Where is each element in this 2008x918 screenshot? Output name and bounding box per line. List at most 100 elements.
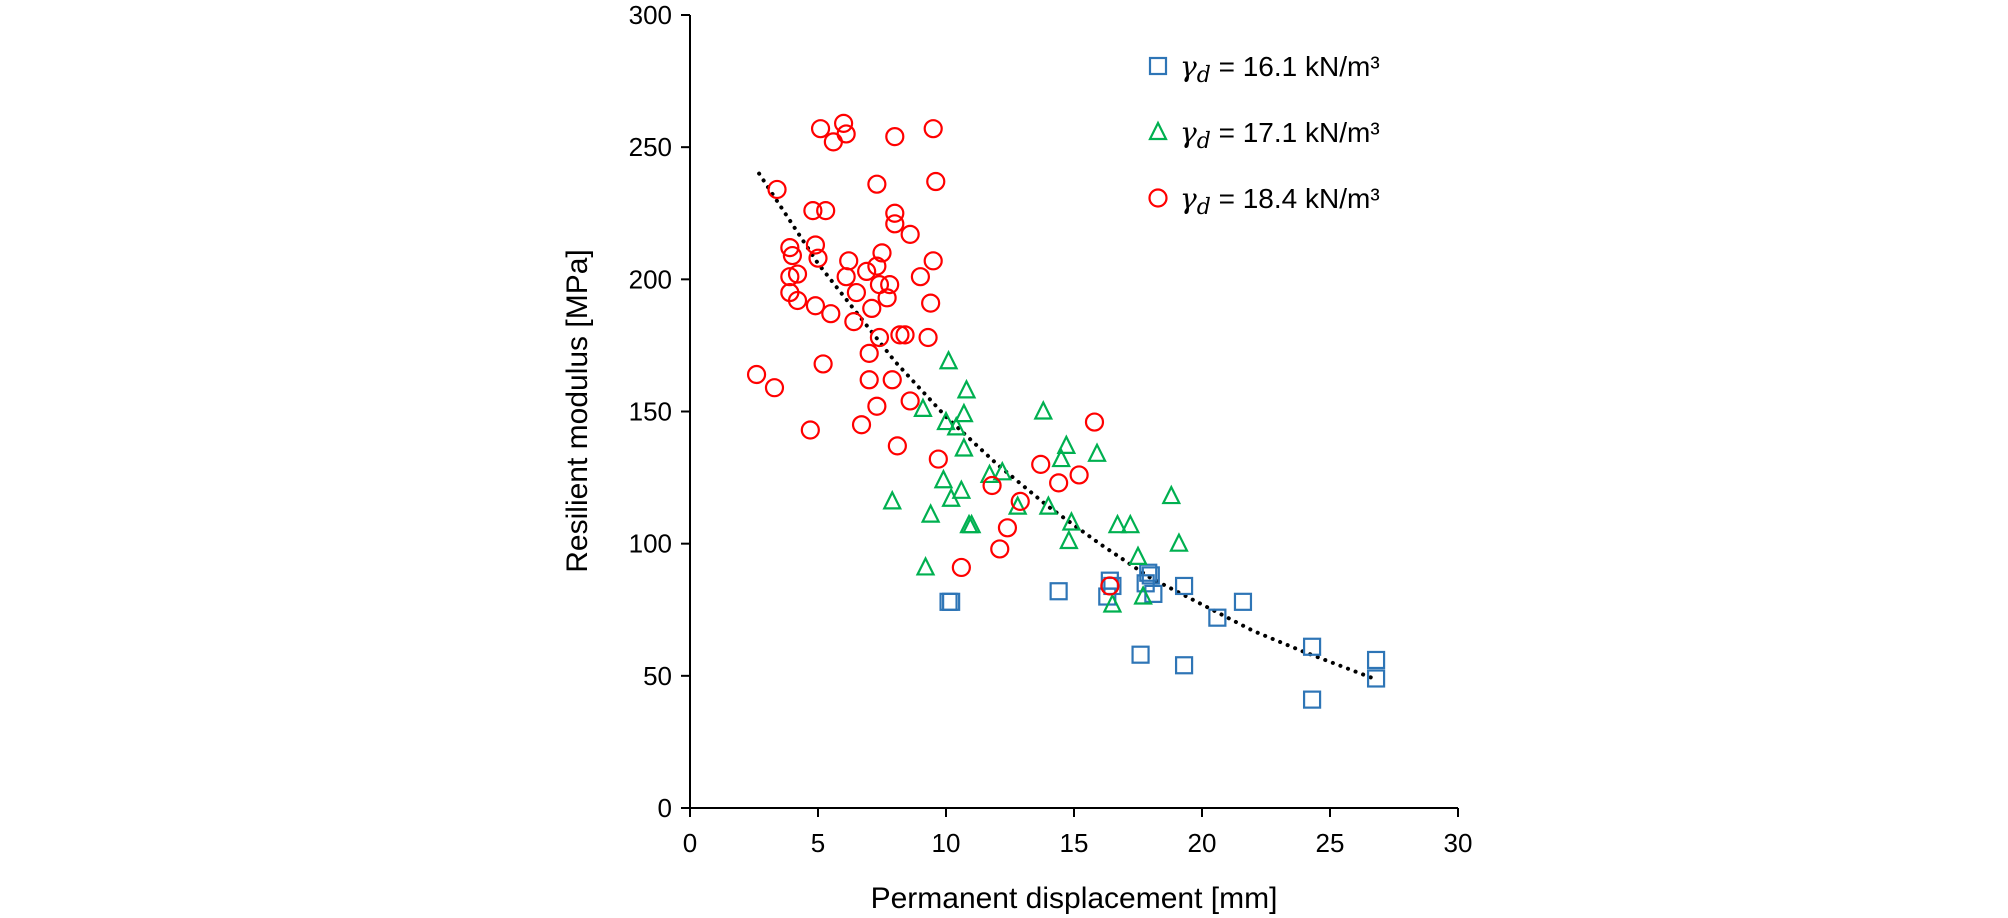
x-tick-label: 30 (1444, 828, 1473, 858)
circle-data-point (805, 235, 826, 255)
x-tick-label: 10 (932, 828, 961, 858)
square-data-point (1366, 669, 1386, 688)
y-tick-label: 300 (629, 0, 672, 30)
circle-data-point (833, 113, 854, 133)
circle-data-point (885, 126, 905, 147)
circle-data-point (928, 449, 948, 469)
circle-data-point (867, 174, 887, 194)
square-data-point (942, 592, 961, 611)
circle-data-point (859, 343, 879, 363)
circle-data-point (872, 243, 892, 263)
y-tick-label: 100 (629, 529, 672, 559)
circle-data-point (823, 132, 843, 152)
circle-data-point (836, 267, 856, 287)
triangle-data-point (913, 397, 933, 417)
circle-data-point (859, 370, 879, 390)
circle-data-point (895, 325, 915, 345)
circle-data-point (787, 290, 808, 311)
circle-data-point (900, 224, 920, 244)
triangle-data-point (1038, 495, 1059, 515)
circle-data-point (836, 124, 856, 144)
y-tick-label: 150 (629, 397, 672, 427)
square-data-point (1233, 592, 1253, 611)
circle-data-point (821, 304, 841, 324)
circle-data-point (803, 201, 823, 221)
circle-data-point (887, 436, 907, 456)
triangle-data-point (933, 468, 954, 489)
triangle-data-point (1133, 585, 1153, 605)
triangle-data-point (951, 479, 972, 499)
square-data-point (1141, 566, 1160, 585)
square-data-point (1174, 656, 1194, 675)
circle-data-point (918, 327, 938, 348)
circle-data-point (805, 296, 826, 316)
triangle-data-point (915, 555, 936, 576)
triangle-data-point (1107, 513, 1128, 534)
trendline (757, 171, 1376, 681)
triangle-data-point (1087, 442, 1107, 462)
y-tick-label: 0 (658, 793, 672, 823)
circle-data-point (877, 288, 897, 308)
square-data-point (1174, 576, 1194, 596)
circle-data-point (844, 312, 864, 332)
circle-data-point (846, 282, 867, 303)
circle-data-point (862, 298, 882, 319)
circle-data-point (885, 214, 905, 234)
data-points-layer (746, 113, 1386, 709)
y-tick-label: 200 (629, 264, 672, 294)
legend-subscript: d (1197, 129, 1211, 154)
y-tick-label: 250 (629, 132, 672, 162)
x-tick-label: 0 (683, 828, 697, 858)
trendline-layer (757, 171, 1376, 681)
square-data-point (1139, 563, 1158, 582)
triangle-data-point (938, 349, 959, 370)
x-tick-label: 5 (811, 828, 825, 858)
square-data-point (1302, 690, 1322, 709)
square-data-point (1366, 650, 1386, 670)
y-axis-title: Resilient modulus [MPa] (561, 249, 594, 572)
x-tick-label: 15 (1060, 828, 1089, 858)
triangle-data-point (954, 402, 974, 423)
triangle-data-point (1051, 447, 1071, 468)
legend-square-icon (1148, 56, 1168, 76)
circle-data-point (857, 261, 877, 282)
triangle-data-point (1033, 400, 1054, 420)
circle-data-point (951, 557, 971, 578)
triangle-data-point (992, 460, 1013, 481)
triangle-data-point (920, 503, 941, 523)
circle-data-point (839, 251, 859, 271)
legend-value-text: = 16.1 kN/m³ (1211, 51, 1380, 82)
circle-data-point (867, 256, 887, 276)
circle-data-point (746, 364, 767, 385)
triangle-data-point (936, 410, 956, 431)
triangle-data-point (1061, 511, 1082, 531)
circle-data-point (816, 201, 836, 221)
legend-triangle-icon (1148, 120, 1168, 141)
circle-data-point (926, 171, 946, 192)
square-data-point (1208, 608, 1227, 627)
circle-data-point (851, 415, 872, 435)
circle-data-point (1100, 576, 1120, 596)
circle-data-point (1084, 412, 1105, 432)
circle-data-point (813, 354, 833, 374)
triangle-data-point (954, 437, 974, 457)
triangle-data-point (946, 415, 967, 436)
triangle-data-point (1128, 545, 1148, 565)
triangle-data-point (882, 489, 903, 510)
square-data-point (1131, 645, 1150, 664)
triangle-data-point (979, 463, 1000, 484)
circle-data-point (910, 267, 931, 287)
circle-data-point (867, 396, 887, 416)
x-tick-label: 20 (1188, 828, 1217, 858)
square-data-point (1049, 582, 1068, 601)
circle-data-point (808, 248, 828, 268)
circle-data-point (764, 378, 785, 398)
legend-entry-label: γd = 17.1 kN/m³ (1180, 116, 1380, 154)
circle-data-point (885, 203, 905, 223)
circle-data-point (880, 275, 900, 295)
triangle-data-point (1120, 513, 1141, 534)
